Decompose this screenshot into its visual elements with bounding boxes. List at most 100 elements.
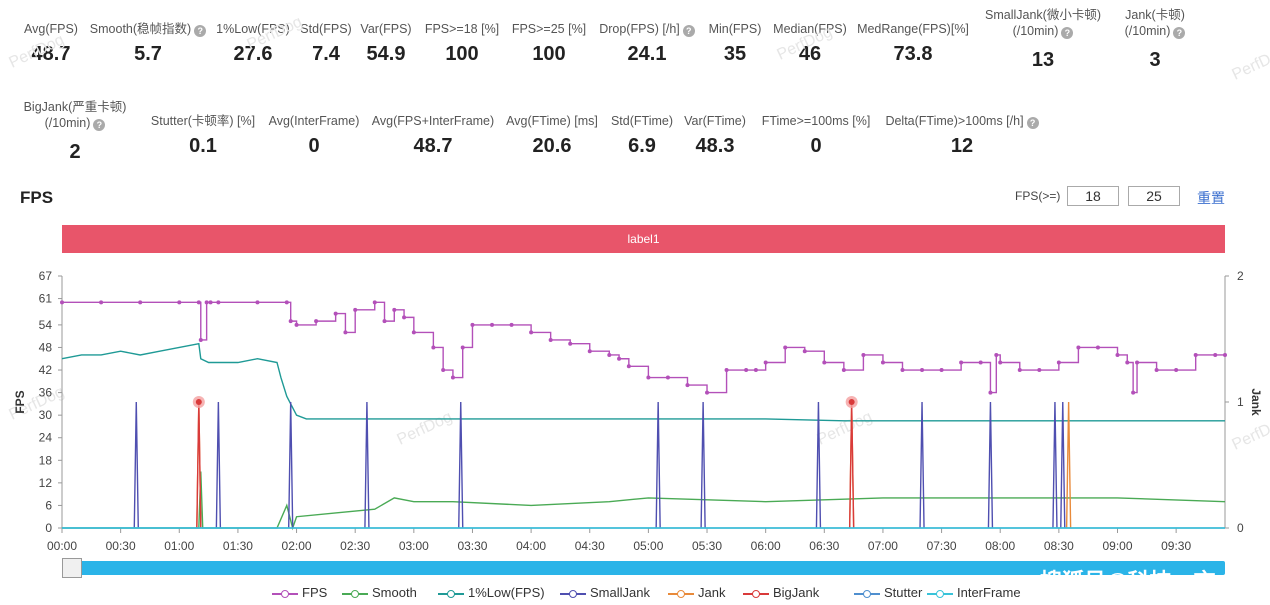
series-jank-spike [1065,401,1072,529]
series-bigjank-marker [848,399,855,405]
stat-label: Avg(FTime) [ms] [506,114,598,128]
series-fps-point [411,330,416,335]
stat-avg-ftime: Avg(FTime) [ms] 20.6 [462,113,642,157]
legend-item-smooth[interactable]: Smooth [342,585,417,600]
help-icon[interactable]: ? [1026,117,1039,129]
series-fps-point [548,337,553,342]
series-fps-point [617,356,622,361]
series-fps-point [196,300,201,305]
stat-std-ftime: Std(FTime) 6.9 [552,113,732,157]
chart-title: FPS [20,188,54,207]
stat-smooth: Smooth(稳帧指数)? 5.7 [58,21,238,65]
series-bigjank-marker [195,399,202,405]
stat-value: 12 [950,135,974,157]
watermark-text: PerfDog [245,13,305,53]
stat-stutter: Stutter(卡顿率) [%] 0.1 [113,113,293,157]
x-tick-label: 07:30 [927,539,957,553]
stat-label: Std(FPS) [300,22,352,36]
label-bar[interactable]: label1 [62,225,1225,253]
stat-label: SmallJank(微小卡顿) (/10min)? [985,8,1101,39]
stat-value: 2 [69,141,81,163]
stat-label: MedRange(FPS)[%] [857,22,969,36]
legend-label: 1%Low(FPS) [468,585,545,600]
y-tick-label: 12 [39,476,53,490]
stat-label: Std(FTime) [610,114,674,128]
stat-value: 100 [445,43,479,65]
stat-value: 48.7 [31,43,71,65]
stat-delta-ftime: Delta(FTime)>100ms [/h]? 12 [872,113,1052,157]
y-right-tick-label: 2 [1237,269,1244,283]
series-fps-point [1135,360,1140,365]
legend-item-bigjank[interactable]: BigJank [743,585,819,600]
stat-value: 5.7 [134,43,162,65]
slider-handle[interactable] [62,558,82,578]
stat-fps18: FPS>=18 [%] 100 [372,21,552,65]
legend-label: Smooth [372,585,417,600]
series-fps-point [1037,368,1042,373]
legend-item-stutter[interactable]: Stutter [854,585,922,600]
stat-avg-interframe: Avg(InterFrame) 0 [224,113,404,157]
y-right-tick-label: 1 [1237,395,1244,409]
series-smalljank-spike [700,401,706,529]
series-smooth-line [62,471,1226,531]
series-fps-point [939,368,944,373]
x-tick-label: 07:00 [868,539,898,553]
x-tick-label: 02:00 [282,539,312,553]
stat-label: Stutter(卡顿率) [%] [150,114,256,128]
help-icon[interactable]: ? [194,25,207,37]
series-fps-point [382,319,387,324]
stat-value: 7.4 [312,43,340,65]
legend-symbol [927,589,953,599]
y-tick-label: 61 [39,292,53,306]
legend-item-interframe[interactable]: InterFrame [927,585,1021,600]
reset-button[interactable]: 重置 [1197,190,1225,206]
series-fps-point [402,315,407,320]
legend-item-jank[interactable]: Jank [668,585,725,600]
stat-value: 35 [723,43,747,65]
chart-legend: FPS Smooth 1%Low(FPS) SmallJank Jank BigJank S… [0,585,1270,603]
legend-item-1-low-fps[interactable]: 1%Low(FPS) [438,585,545,600]
series-fps-point [822,360,827,365]
series-fps-point [490,322,495,327]
threshold-label: FPS(>=) [1015,189,1061,203]
series-fps-point [1154,368,1159,373]
series-fps-point [1095,345,1100,350]
stat-value: 20.6 [532,135,572,157]
series-fps-point [1213,352,1218,357]
stat-value: 0.1 [189,135,217,157]
stat-value: 100 [532,43,566,65]
x-tick-label: 04:30 [575,539,605,553]
series-fps-point [1193,352,1198,357]
series-fps-point [392,307,397,312]
help-icon[interactable]: ? [1061,27,1074,39]
series-smalljank-spike [364,401,370,529]
help-icon[interactable]: ? [682,25,695,37]
series-fps-point [900,368,905,373]
stat-label: Delta(FTime)>100ms [/h]? [872,113,1052,129]
series-fps-point [1076,345,1081,350]
stat-avg-fps: Avg(FPS) 48.7 [0,21,141,65]
series-fps-point [450,375,455,380]
series-fps-point [138,300,143,305]
help-icon[interactable]: ? [93,119,106,131]
stat-var-ftime: Var(FTime) 48.3 [625,113,805,157]
series-fps-point [607,352,612,357]
legend-item-fps[interactable]: FPS [272,585,327,600]
series-smalljank-spike [1060,401,1066,529]
series-fps-point [744,368,749,373]
y-axis-label: FPS [13,390,27,413]
series-fps-point [880,360,885,365]
x-tick-label: 08:00 [985,539,1015,553]
stat-label: FTime>=100ms [%] [761,114,871,128]
stat-value: 73.8 [893,43,933,65]
threshold-input-1[interactable]: 18 [1067,186,1119,206]
time-range-slider[interactable] [62,561,1225,575]
legend-label: Stutter [884,585,923,600]
legend-item-smalljank[interactable]: SmallJank [560,585,650,600]
stat-label: Avg(InterFrame) [268,114,360,128]
help-icon[interactable]: ? [1173,27,1186,39]
threshold-input-2[interactable]: 25 [1128,186,1180,206]
series-fps-point [626,364,631,369]
stat-label: 1%Low(FPS) [216,22,290,36]
